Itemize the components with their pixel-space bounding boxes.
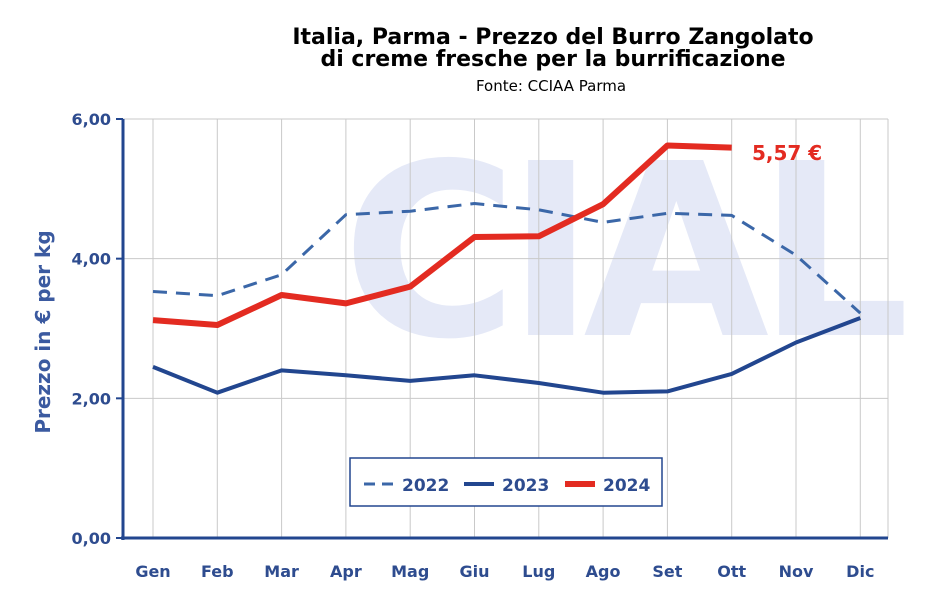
chart-title-line2: di creme fresche per la burrificazione — [320, 47, 785, 72]
y-tick-label-3: 6,00 — [72, 110, 111, 129]
legend-label-2023: 2023 — [502, 476, 549, 496]
y-axis-label: Prezzo in € per kg — [31, 230, 55, 433]
x-tick-label-nov: Nov — [779, 562, 814, 581]
x-tick-label-lug: Lug — [522, 562, 555, 581]
y-tick-label-0: 0,00 — [72, 529, 111, 548]
x-tick-labels: Gen Feb Mar Apr Mag Giu Lug Ago Set Ott Nov Dic — [135, 562, 874, 581]
series-line-2022 — [152, 202, 862, 315]
x-tick-label-set: Set — [652, 562, 682, 581]
y-tick-label-1: 2,00 — [72, 389, 111, 408]
watermark-logo: CIAL — [342, 112, 916, 392]
last-value-annotation: 5,57 € — [752, 141, 822, 165]
y-tick-label-2: 4,00 — [72, 250, 111, 269]
x-tick-label-gen: Gen — [135, 562, 170, 581]
x-tick-label-apr: Apr — [330, 562, 362, 581]
legend-label-2022: 2022 — [402, 476, 449, 496]
legend: 2022 2023 2024 — [349, 457, 663, 507]
x-tick-label-dic: Dic — [846, 562, 874, 581]
x-tick-label-ott: Ott — [717, 562, 746, 581]
watermark-text: CIAL — [342, 112, 904, 392]
x-tick-label-feb: Feb — [201, 562, 234, 581]
series-lines — [152, 142, 862, 395]
x-tick-label-ago: Ago — [586, 562, 621, 581]
x-tick-label-mag: Mag — [391, 562, 429, 581]
series-line-2023 — [152, 316, 862, 395]
legend-label-2024: 2024 — [603, 476, 650, 496]
y-tick-labels: 0,00 2,00 4,00 6,00 — [72, 110, 111, 548]
axes — [116, 118, 888, 540]
chart-subtitle: Fonte: CCIAA Parma — [476, 77, 626, 95]
series-line-2024 — [152, 142, 732, 328]
x-tick-label-mar: Mar — [264, 562, 299, 581]
x-tick-label-giu: Giu — [459, 562, 489, 581]
legend-box — [349, 457, 663, 507]
chart-title-line1: Italia, Parma - Prezzo del Burro Zangola… — [292, 25, 813, 50]
